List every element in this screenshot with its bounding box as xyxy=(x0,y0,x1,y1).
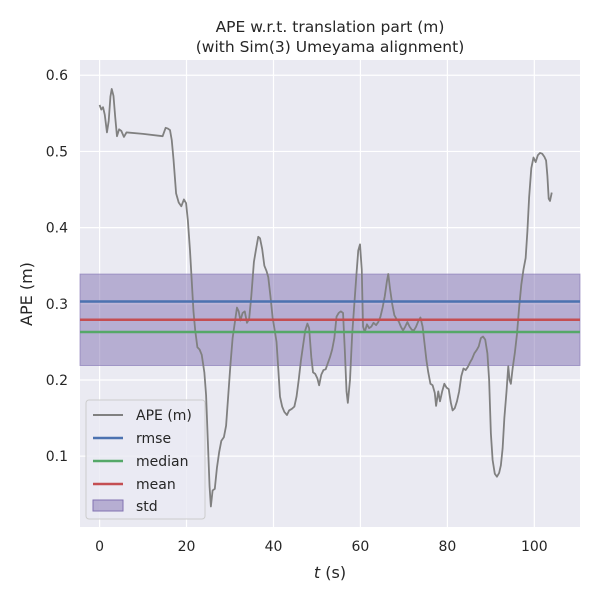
y-tick-label: 0.6 xyxy=(46,68,68,84)
legend: APE (m) rmse median mean std xyxy=(85,399,206,520)
x-tick-label: 20 xyxy=(178,539,196,555)
chart-subtitle: (with Sim(3) Umeyama alignment) xyxy=(196,38,465,56)
y-tick-label: 0.3 xyxy=(46,297,68,313)
data-layer xyxy=(79,88,581,508)
legend-swatch-std xyxy=(92,499,124,512)
x-tick-label: 40 xyxy=(265,539,283,555)
legend-frame xyxy=(85,399,206,520)
x-axis-label-rest: (s) xyxy=(320,563,346,582)
legend-label-mean: mean xyxy=(136,477,176,493)
x-axis-label-italic: t xyxy=(314,563,321,582)
ape-series-line xyxy=(98,88,553,508)
y-tick-label: 0.4 xyxy=(46,221,68,237)
tick-labels: 0 20 40 60 80 100 0.1 0.2 0.3 0.4 0.5 0.6 xyxy=(46,68,548,555)
y-tick-label: 0.5 xyxy=(46,144,68,160)
x-tick-label: 100 xyxy=(521,539,548,555)
x-tick-label: 0 xyxy=(95,539,104,555)
legend-label-median: median xyxy=(136,454,188,470)
x-tick-label: 80 xyxy=(438,539,456,555)
y-axis-label: APE (m) xyxy=(17,262,36,326)
x-axis-label: t (s) xyxy=(314,563,346,582)
x-tick-label: 60 xyxy=(352,539,370,555)
chart-title: APE w.r.t. translation part (m) xyxy=(216,18,445,36)
y-tick-label: 0.2 xyxy=(46,373,68,389)
grid xyxy=(80,60,580,527)
legend-label-rmse: rmse xyxy=(136,431,171,447)
y-tick-label: 0.1 xyxy=(46,449,68,465)
legend-label-std: std xyxy=(136,499,158,515)
legend-label-ape: APE (m) xyxy=(136,408,192,424)
